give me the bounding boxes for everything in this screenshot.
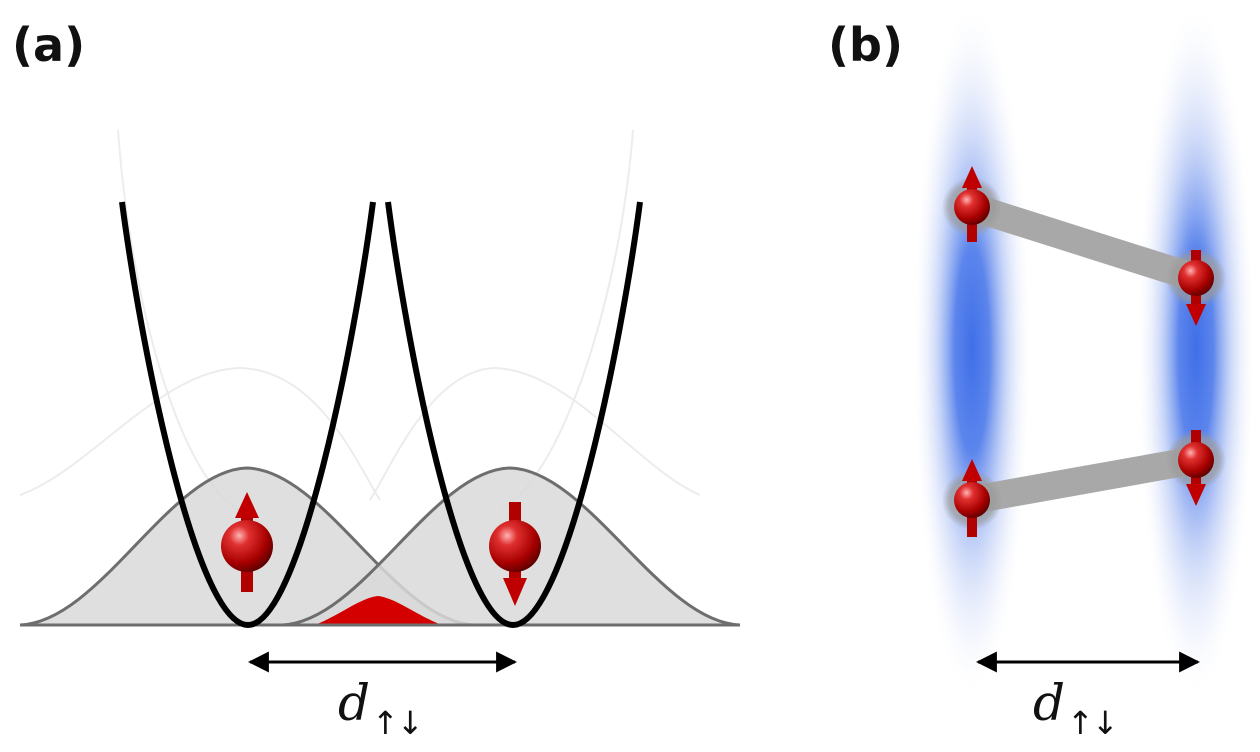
distance-subscript: ↑↓ [1067,704,1119,742]
panel-a-label: (a) [12,18,86,72]
faint-background-curves [19,129,701,511]
distance-subscript: ↑↓ [372,704,424,742]
spin-up-particle-icon [954,459,990,537]
panel-b [914,8,1254,692]
spin-down-particle-icon [1178,430,1214,506]
bond-bottom [969,446,1199,514]
panel-a [19,129,741,673]
distance-symbol: d [338,674,371,732]
spin-down-particle-icon [1178,250,1214,326]
potential-well-left [119,201,376,629]
spin-up-particle-icon [221,492,273,592]
distance-label-a: d↑↓ [338,678,424,739]
panel-b-label: (b) [828,18,903,72]
distance-label-b: d↑↓ [1033,678,1119,739]
potential-well-right [385,201,643,629]
overlap-region [315,596,442,625]
spin-down-particle-icon [489,502,541,606]
trap-glow-right [1138,8,1254,692]
distance-symbol: d [1033,674,1066,732]
spin-up-particle-icon [954,166,990,242]
bond-top [967,193,1201,292]
trap-glow-left [914,8,1030,692]
